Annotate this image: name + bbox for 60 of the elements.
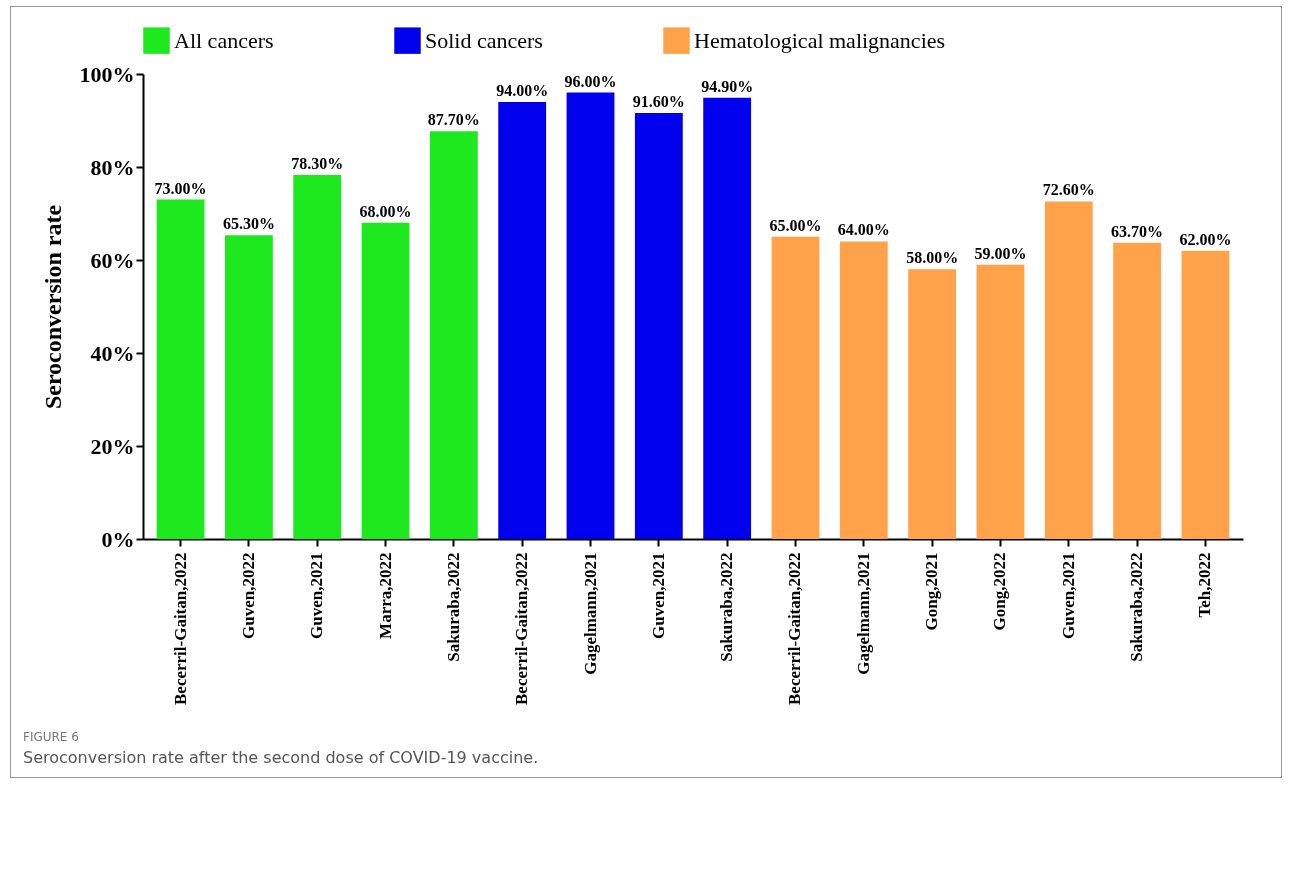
data-label: 64.00% (837, 221, 890, 239)
x-tick-label: Gagelmann,2021 (853, 552, 873, 675)
x-tick-label: Gong,2022 (990, 552, 1010, 631)
x-tick-label: Sakuraba,2022 (443, 552, 463, 662)
data-label: 62.00% (1179, 230, 1232, 248)
data-label: 78.30% (291, 154, 344, 172)
x-tick-label: Gagelmann,2021 (580, 552, 600, 675)
y-tick-label: 40% (90, 340, 135, 366)
x-tick-label: Marra,2022 (375, 552, 395, 639)
bar (908, 269, 957, 539)
bar (361, 222, 410, 539)
bar (1113, 242, 1162, 539)
x-tick-label: Becerril-Gaitan,2022 (512, 552, 532, 705)
legend-label: All cancers (174, 27, 274, 53)
legend-label: Hematological malignancies (694, 27, 946, 53)
data-label: 65.00% (769, 216, 822, 234)
y-tick-label: 100% (79, 61, 135, 87)
x-tick-label: Guven,2021 (648, 552, 668, 639)
bar (976, 264, 1025, 539)
data-label: 73.00% (154, 179, 207, 197)
legend-label: Solid cancers (425, 27, 543, 53)
bar (839, 241, 888, 539)
data-label: 87.70% (427, 111, 480, 129)
bar (293, 174, 342, 539)
y-tick-label: 80% (90, 154, 135, 180)
data-label: 96.00% (564, 72, 617, 90)
bar (1181, 250, 1230, 539)
bar (1044, 201, 1093, 539)
data-label: 94.00% (496, 81, 549, 99)
bar (566, 92, 615, 539)
data-label: 68.00% (359, 202, 412, 220)
data-label: 72.60% (1042, 181, 1095, 199)
x-tick-label: Sakuraba,2022 (1127, 552, 1147, 662)
data-label: 58.00% (906, 249, 959, 267)
bar (634, 113, 683, 539)
bar (771, 236, 820, 539)
data-label: 94.90% (701, 77, 754, 95)
x-tick-label: Teh,2022 (1195, 552, 1215, 618)
x-tick-label: Guven,2021 (1058, 552, 1078, 639)
data-label: 91.60% (632, 93, 685, 111)
x-tick-label: Becerril-Gaitan,2022 (785, 552, 805, 705)
x-tick-label: Guven,2021 (307, 552, 327, 639)
caption: FIGURE 6 (23, 730, 80, 744)
y-axis-title: Seroconversion rate (39, 204, 66, 410)
text: Seroconversion rate after the second dose of COVID-19 vaccine. (23, 748, 540, 767)
y-tick-label: 20% (90, 433, 135, 459)
bar (498, 101, 547, 539)
y-tick-label: 60% (90, 247, 135, 273)
y-tick-label: 0% (101, 526, 135, 552)
bar (224, 235, 273, 539)
x-tick-label: Gong,2021 (922, 552, 942, 631)
bar (156, 199, 205, 539)
bar (703, 97, 752, 539)
x-tick-label: Sakuraba,2022 (717, 552, 737, 662)
x-tick-label: Becerril-Gaitan,2022 (170, 552, 190, 705)
bar (429, 131, 478, 539)
data-label: 63.70% (1111, 222, 1164, 240)
data-label: 65.30% (222, 215, 275, 233)
data-label: 59.00% (974, 244, 1027, 262)
x-tick-label: Guven,2022 (238, 552, 258, 639)
